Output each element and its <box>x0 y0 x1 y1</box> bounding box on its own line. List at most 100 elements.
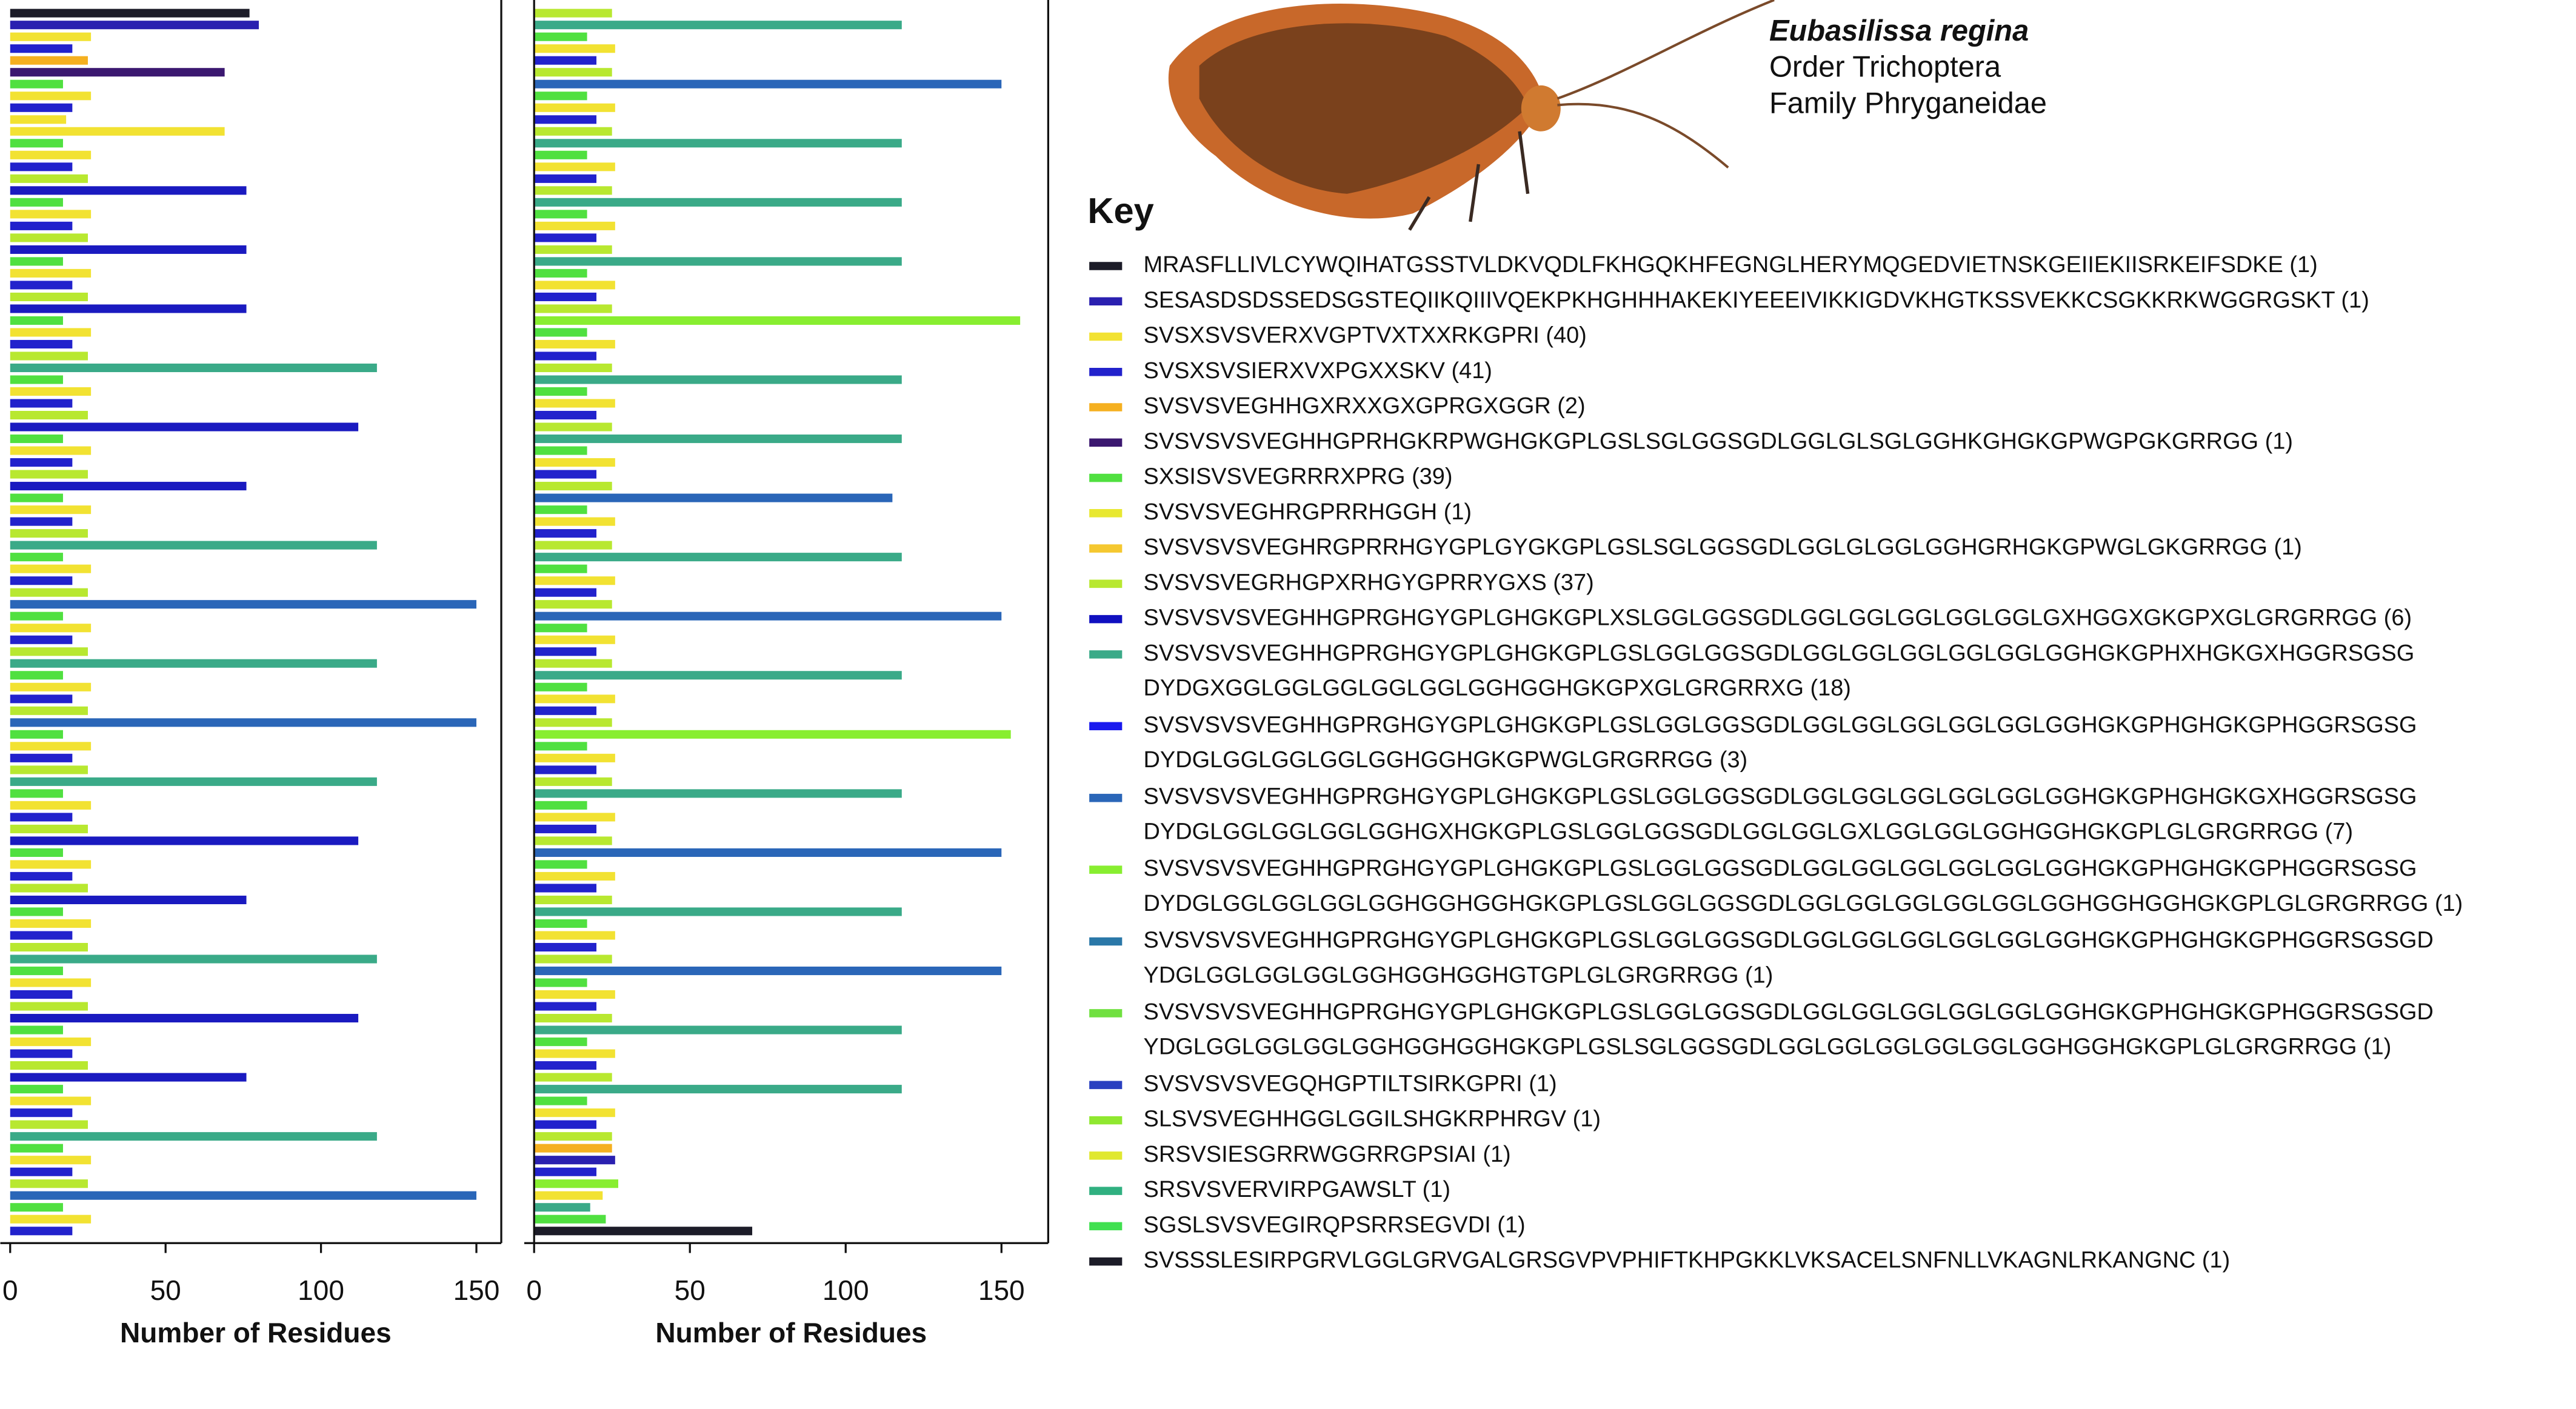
bar <box>534 92 587 101</box>
key-text: SVSVSVSVEGHHGPRGHGYGPLGHGKGPLGSLGGLGGSGD… <box>1144 928 2434 953</box>
bar <box>534 1108 615 1118</box>
bar <box>10 162 73 172</box>
bar <box>534 990 615 999</box>
bar <box>534 1227 753 1236</box>
bar <box>534 1191 603 1200</box>
bar <box>534 79 1002 88</box>
bar <box>534 706 597 715</box>
bar <box>534 624 587 633</box>
bar <box>10 706 88 715</box>
bar <box>10 813 73 822</box>
bar <box>10 990 73 999</box>
key-text: SVSVSVSVEGHHGPRGHGYGPLGHGKGPLGSLGGLGGSGD… <box>1144 856 2417 881</box>
bar <box>10 79 63 88</box>
bar <box>10 884 88 893</box>
bar <box>10 316 63 325</box>
bar <box>534 1203 590 1212</box>
bar <box>10 8 250 18</box>
bar <box>534 871 615 881</box>
bar <box>10 458 73 467</box>
insect-photo <box>1168 0 1775 231</box>
bar <box>10 268 92 278</box>
bar <box>534 813 615 822</box>
key-text: SVSXSVSVERXVGPTVXTXXRKGPRI (40) <box>1144 323 1587 348</box>
bar <box>534 162 615 172</box>
bar <box>10 221 73 230</box>
bar <box>10 600 476 609</box>
key-text: SVSVSVEGHRGPRRHGGH (1) <box>1144 499 1472 525</box>
bar <box>534 44 615 53</box>
bar <box>10 281 73 290</box>
bar <box>10 351 88 361</box>
bar <box>10 1120 88 1129</box>
key-text: DYDGLGGLGGLGGLGGHGXHGKGPLGSLGGLGGSGDLGGL… <box>1144 819 2354 844</box>
bar <box>534 718 612 727</box>
key-text: SVSVSVEGHHGXRXXGXGPRGXGGR (2) <box>1144 393 1586 419</box>
bar <box>10 1167 73 1176</box>
key-text: MRASFLLIVLCYWQIHATGSSTVLDKVQDLFKHGQKHFEG… <box>1144 252 2318 278</box>
bar <box>534 836 612 845</box>
key-text: SVSVSVSVEGHHGPRHGKRPWGHGKGPLGSLSGLGGSGDL… <box>1144 428 2294 454</box>
bar <box>10 1132 377 1141</box>
bar <box>10 553 63 562</box>
bar <box>10 671 63 680</box>
bar <box>534 245 612 254</box>
bar <box>534 942 597 952</box>
bar <box>534 1214 606 1224</box>
bar <box>534 399 615 408</box>
bar <box>10 68 225 77</box>
bar <box>534 647 597 656</box>
key-text: SVSVSVSVEGHRGPRRHGYGPLGYGKGPLGSLSGLGGSGD… <box>1144 535 2302 560</box>
key-text: SVSVSVEGRHGPXRHGYGPRRYGXS (37) <box>1144 570 1594 595</box>
bar <box>10 895 247 905</box>
bar <box>534 32 587 41</box>
bar <box>534 328 587 337</box>
bar <box>534 978 587 987</box>
bar <box>10 978 92 987</box>
bar <box>534 115 597 124</box>
bar <box>10 1144 63 1153</box>
bar <box>10 115 67 124</box>
key-text: DYDGXGGLGGLGGLGGLGGLGGHGGHGKGPXGLGRGRRXG… <box>1144 676 1851 701</box>
bar <box>534 505 587 515</box>
bar <box>10 399 73 408</box>
bar <box>10 611 63 621</box>
x-axis-label: Number of Residues <box>120 1317 392 1348</box>
bar <box>10 422 359 431</box>
x-tick-label: 100 <box>298 1274 344 1306</box>
bar <box>534 576 615 585</box>
bar <box>534 281 615 290</box>
bar <box>534 682 587 691</box>
x-tick-label: 0 <box>526 1274 542 1306</box>
bar <box>10 198 63 207</box>
bar <box>10 482 247 491</box>
bar <box>10 150 92 159</box>
bar <box>10 635 73 644</box>
bar <box>534 659 612 668</box>
bar <box>10 682 92 691</box>
bar <box>534 1061 597 1070</box>
bar <box>10 435 63 444</box>
bar <box>10 564 92 573</box>
bar <box>534 150 587 159</box>
bar <box>534 1156 615 1165</box>
bar <box>10 529 88 538</box>
bar <box>534 1120 597 1129</box>
bar <box>10 470 88 479</box>
bar <box>10 1203 63 1212</box>
key-text: YDGLGGLGGLGGLGGHGGHGGHGTGPLGLGRGRRGG (1) <box>1144 962 1774 988</box>
bar <box>10 186 247 195</box>
bar <box>10 505 92 515</box>
bar <box>534 139 902 148</box>
bar <box>10 32 92 41</box>
bar <box>10 1227 73 1236</box>
bar <box>534 446 587 455</box>
key-text: SGSLSVSVEGIRQPSRRSEGVDI (1) <box>1144 1212 1526 1237</box>
bar <box>10 1191 476 1200</box>
bar <box>534 1096 587 1105</box>
bar <box>10 174 88 183</box>
bar <box>10 92 92 101</box>
bar <box>534 375 902 384</box>
bar <box>10 1214 92 1224</box>
